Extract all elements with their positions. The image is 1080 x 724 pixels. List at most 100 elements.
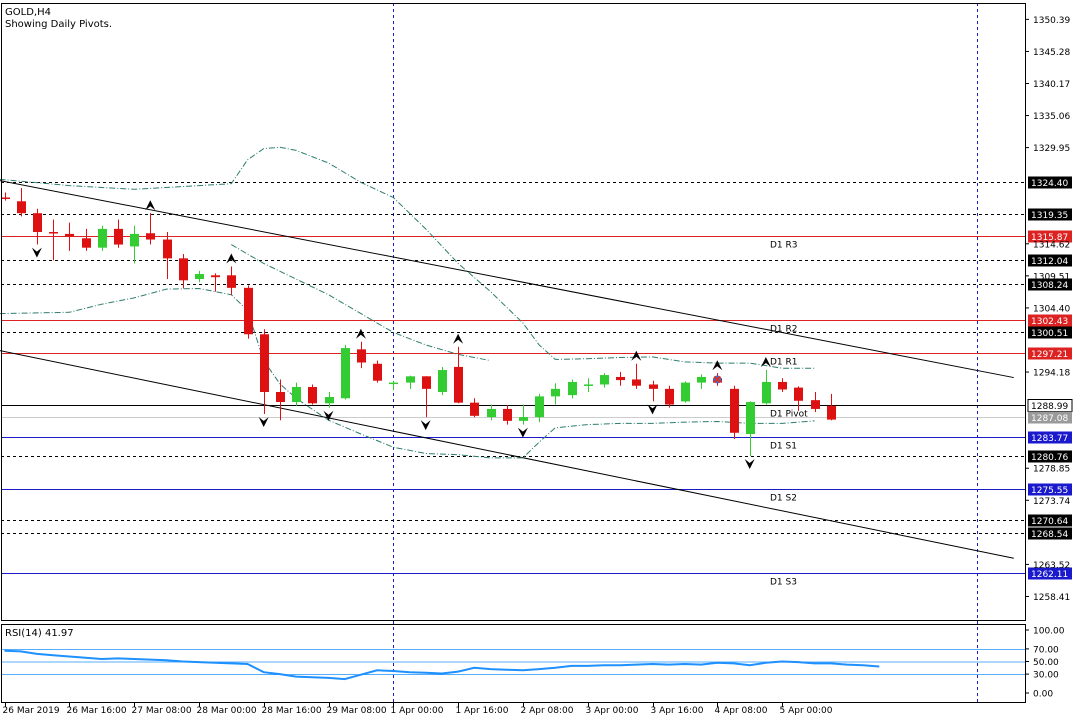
candle-body-bear [778,381,787,390]
time-axis-tick-label: 1 Apr 00:00 [391,706,444,716]
price-level-tag-label: 1268.54 [1031,530,1068,540]
price-axis-tick-label: 1335.06 [1033,112,1070,122]
rsi-axis-tick-label: 0.00 [1033,690,1053,700]
candle-body-bear [65,233,74,237]
candle-body-bear [503,408,512,421]
price-axis-tick-label: 1350.39 [1033,16,1070,26]
candle-body-bear [470,402,479,416]
price-level-tag-label: 1312.04 [1031,257,1068,267]
pivot-level-name: D1 S1 [770,442,797,452]
fractal-up-arrow [355,328,366,339]
candle-body-bull [98,228,107,248]
candle-body-bull [762,381,771,404]
price-axis-tick-label: 1273.74 [1033,497,1070,507]
candle-body-bull [406,376,415,383]
candle-body-bear [276,391,285,403]
candle-body-bull [195,274,204,280]
rsi-line [4,649,880,681]
candle-body-bull [697,376,706,383]
fractal-up-arrow [631,350,642,361]
price-level-tag [1028,514,1072,527]
envelope-middle-line [231,244,491,362]
rsi-panel [1,649,1026,681]
price-level-tag [1028,208,1072,221]
fractal-down-arrow [258,417,269,427]
price-level-tag [1028,230,1072,243]
candle-body-bull [600,375,609,385]
price-axis-tick-label: 1258.41 [1033,593,1070,603]
candle-body-bear [17,201,26,214]
candle-body-bear [33,213,42,233]
price-level-tag-label: 1297.21 [1031,350,1068,360]
candle-body-bull [535,396,544,418]
candles-layer [1,188,836,456]
rsi-axis-tick-label: 30.00 [1033,671,1059,681]
candle-body-bear [227,275,236,288]
candle-body-bear [665,388,674,405]
fractal-down-arrow [744,459,755,469]
candle-body-bull [438,370,447,392]
price-axis-tick-label: 1314.62 [1033,240,1070,250]
rsi-axis-tick-label: 50.00 [1033,658,1059,668]
fractal-up-arrow [145,200,156,211]
price-level-tag-label: 1302.43 [1031,317,1068,327]
time-axis-tick-label: 26 Mar 16:00 [67,706,127,716]
fractal-down-arrow [420,420,431,431]
candle-body-bull [487,408,496,418]
candle-body-bear [211,275,220,278]
candle-body-bull [341,348,350,399]
price-level-tag-label: 1275.55 [1031,486,1068,496]
price-level-tag-label: 1319.35 [1031,211,1068,221]
price-level-tag [1028,450,1072,463]
envelope-upper-line [0,146,815,369]
trend-channel-line [0,180,1014,379]
price-axis-tick-label: 1309.51 [1033,272,1070,282]
candle-body-bear [244,287,253,335]
candle-body-bear [357,349,366,363]
pivot-level-name: D1 S2 [770,494,797,504]
price-axis-tick-label: 1304.40 [1033,304,1070,314]
envelope-lower-line [0,287,815,459]
price-level-tag-label: 1315.87 [1031,233,1068,243]
fractal-up-arrow [760,357,771,367]
price-axis-tick-label: 1278.85 [1033,465,1070,475]
fractal-up-arrow [712,360,723,371]
time-axis-tick-label: 27 Mar 08:00 [132,706,192,716]
candle-body-bear [422,376,431,389]
chart-subtitle: Showing Daily Pivots. [5,19,112,30]
fractals-layer [31,200,771,469]
candle-body-bear [146,233,155,240]
candle-body-bull [746,402,755,435]
pivot-level-name: D1 S3 [770,578,797,588]
rsi-label: RSI(14) 41.97 [5,628,74,639]
fractal-up-arrow [226,253,237,264]
pivot-level-name: D1 R1 [770,358,798,368]
candle-body-bear [811,400,820,409]
candle-body-bear [1,197,10,199]
trendlines-layer [0,180,1014,559]
price-level-tag-label: 1324.40 [1031,179,1068,189]
time-axis-tick-label: 28 Mar 00:00 [197,706,257,716]
candle-body-bear [114,228,123,245]
price-level-tag [1028,431,1072,444]
candle-body-bear [649,384,658,389]
candle-body-bear [827,405,836,420]
envelope-layer [0,146,815,459]
candle-body-bull [130,233,139,247]
rsi-axis-tick-label: 70.00 [1033,645,1059,655]
pivot-levels-layer: D1 R3 D1 R2 D1 R1 D1 Pivot D1 S1 D1 S2 D1 S3 [1,182,1026,588]
price-level-tag [1028,567,1072,580]
candle-body-bear [163,239,172,259]
candle-body-bull [551,388,560,397]
price-level-tag [1028,278,1072,291]
time-axis-tick-label: 28 Mar 16:00 [262,706,322,716]
price-level-tag-label: 1308.24 [1031,281,1068,291]
candle-body-bear [632,379,641,386]
price-level-tag [1028,326,1072,339]
pivot-level-name: D1 Pivot [770,410,808,420]
time-axis-tick-label: 26 Mar 2019 [3,706,60,716]
candle-body-bear [260,334,269,392]
price-level-tag [1028,527,1072,540]
time-axis-tick-label: 1 Apr 16:00 [456,706,509,716]
